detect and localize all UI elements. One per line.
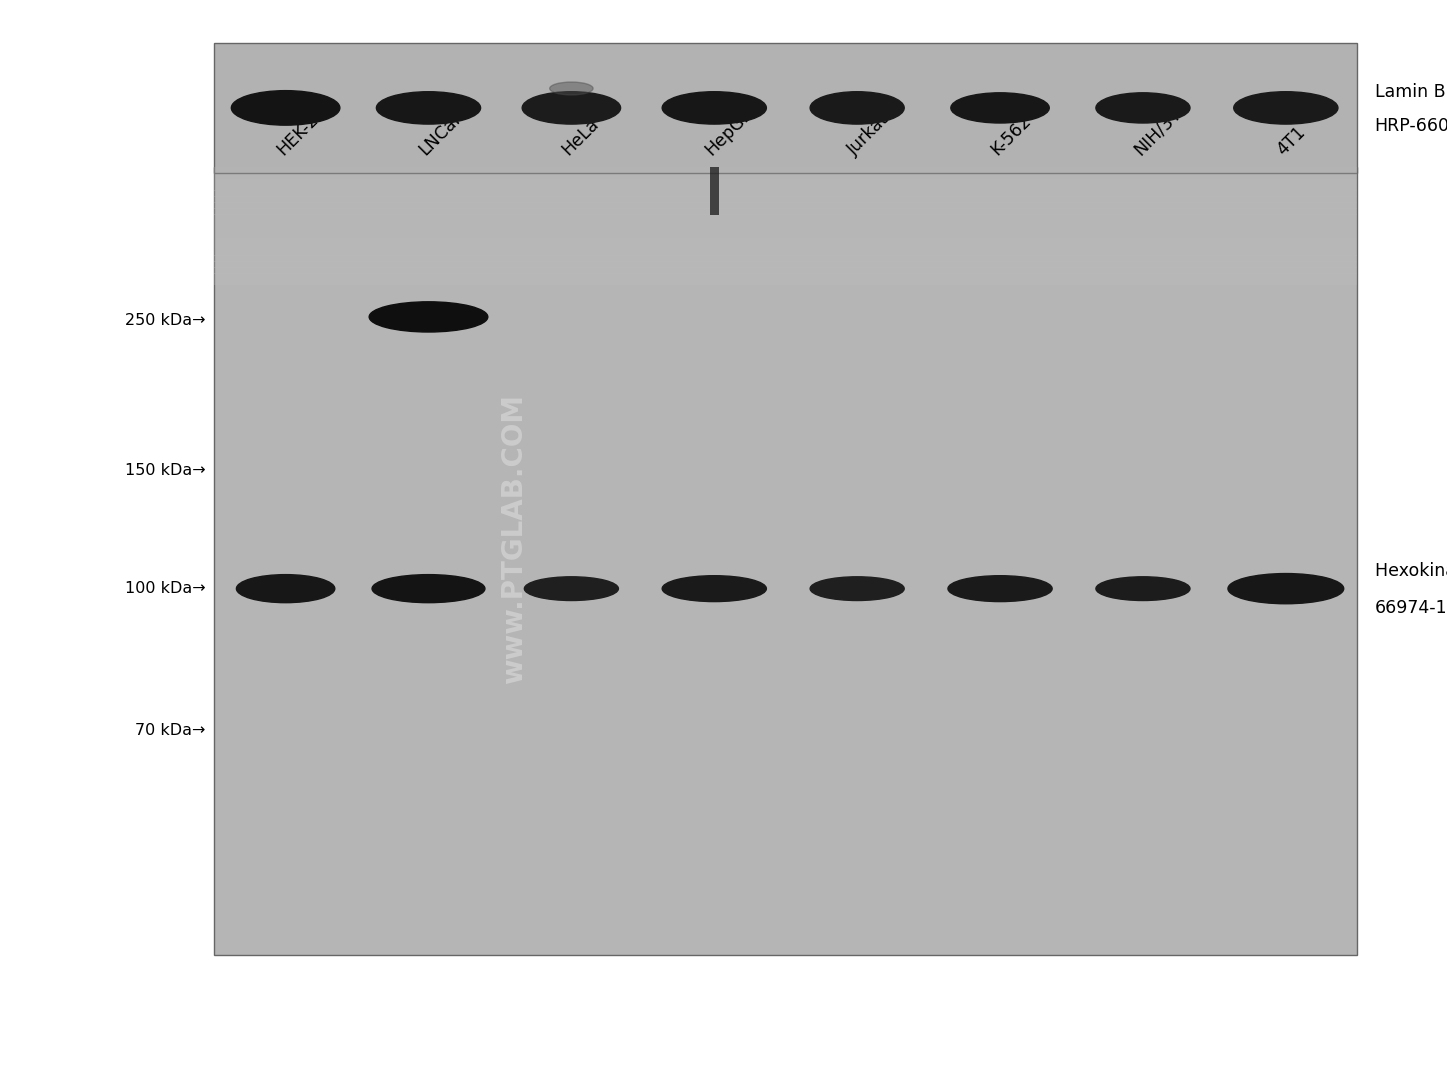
Text: 100 kDa→: 100 kDa→ bbox=[124, 582, 205, 597]
Ellipse shape bbox=[810, 92, 904, 124]
Ellipse shape bbox=[376, 92, 480, 124]
Ellipse shape bbox=[663, 92, 767, 124]
Text: K-562: K-562 bbox=[987, 111, 1035, 159]
Ellipse shape bbox=[951, 93, 1049, 123]
Ellipse shape bbox=[524, 577, 618, 601]
FancyBboxPatch shape bbox=[214, 185, 1357, 191]
FancyBboxPatch shape bbox=[214, 256, 1357, 262]
FancyBboxPatch shape bbox=[214, 173, 1357, 179]
Ellipse shape bbox=[948, 576, 1052, 602]
Ellipse shape bbox=[232, 91, 340, 125]
Ellipse shape bbox=[372, 575, 485, 603]
Ellipse shape bbox=[522, 92, 621, 124]
Text: 4T1: 4T1 bbox=[1273, 123, 1310, 159]
FancyBboxPatch shape bbox=[214, 202, 1357, 208]
Ellipse shape bbox=[1234, 92, 1338, 124]
Ellipse shape bbox=[550, 82, 593, 95]
Text: 250 kDa→: 250 kDa→ bbox=[124, 313, 205, 328]
Ellipse shape bbox=[1229, 574, 1344, 604]
Text: Lamin B1: Lamin B1 bbox=[1375, 83, 1447, 101]
Text: HEK-293: HEK-293 bbox=[273, 94, 337, 159]
Ellipse shape bbox=[236, 575, 334, 603]
FancyBboxPatch shape bbox=[214, 191, 1357, 196]
Ellipse shape bbox=[810, 577, 904, 601]
FancyBboxPatch shape bbox=[214, 214, 1357, 220]
FancyBboxPatch shape bbox=[214, 279, 1357, 286]
FancyBboxPatch shape bbox=[214, 237, 1357, 244]
FancyBboxPatch shape bbox=[214, 179, 1357, 185]
FancyBboxPatch shape bbox=[214, 208, 1357, 215]
FancyBboxPatch shape bbox=[214, 220, 1357, 227]
FancyBboxPatch shape bbox=[214, 232, 1357, 238]
FancyBboxPatch shape bbox=[710, 167, 719, 215]
Text: 66974-1-Ig: 66974-1-Ig bbox=[1375, 600, 1447, 617]
Text: 150 kDa→: 150 kDa→ bbox=[124, 463, 205, 478]
FancyBboxPatch shape bbox=[214, 261, 1357, 268]
Ellipse shape bbox=[1095, 93, 1189, 123]
Text: 70 kDa→: 70 kDa→ bbox=[135, 723, 205, 738]
Text: HeLa: HeLa bbox=[559, 114, 602, 159]
Text: Jurkat: Jurkat bbox=[845, 110, 893, 159]
Text: Hexokinase 2: Hexokinase 2 bbox=[1375, 562, 1447, 581]
FancyBboxPatch shape bbox=[214, 249, 1357, 256]
FancyBboxPatch shape bbox=[214, 167, 1357, 173]
Text: HRP-66095: HRP-66095 bbox=[1375, 117, 1447, 135]
FancyBboxPatch shape bbox=[214, 268, 1357, 274]
Ellipse shape bbox=[1095, 577, 1189, 601]
FancyBboxPatch shape bbox=[214, 167, 1357, 955]
FancyBboxPatch shape bbox=[214, 273, 1357, 279]
FancyBboxPatch shape bbox=[214, 244, 1357, 250]
Ellipse shape bbox=[369, 302, 488, 332]
FancyBboxPatch shape bbox=[214, 196, 1357, 203]
Ellipse shape bbox=[663, 576, 767, 602]
FancyBboxPatch shape bbox=[214, 43, 1357, 173]
FancyBboxPatch shape bbox=[214, 226, 1357, 232]
Text: www.PTGLAB.COM: www.PTGLAB.COM bbox=[499, 395, 528, 684]
Text: HepG2: HepG2 bbox=[702, 104, 757, 159]
Text: LNCaP: LNCaP bbox=[415, 107, 467, 159]
Text: NIH/3T3: NIH/3T3 bbox=[1130, 96, 1192, 159]
